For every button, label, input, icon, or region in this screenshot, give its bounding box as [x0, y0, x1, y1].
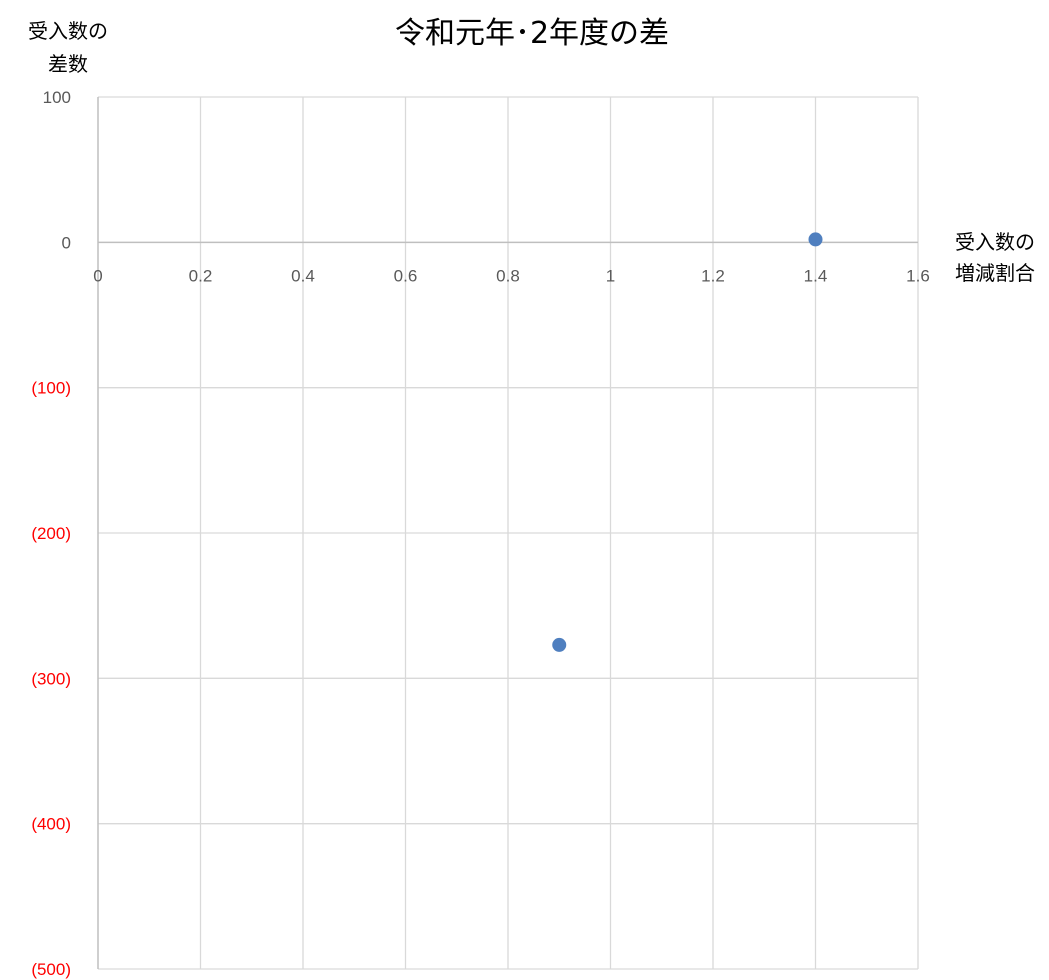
x-axis-title-line-2: 増減割合	[955, 261, 1035, 285]
data-point-0-1	[552, 637, 567, 652]
x-tick-label-8: 1.6	[906, 266, 930, 285]
y-tick-label-4: (300)	[31, 669, 71, 688]
x-tick-label-0: 0	[93, 266, 102, 285]
data-points	[552, 232, 823, 652]
axes	[97, 97, 918, 969]
x-axis-title-line-1: 受入数の	[955, 230, 1035, 254]
tick-labels: 0 0.2 0.4 0.6 0.8 1 1.2 1.4 1.6 100 0 (100) (200) (30…	[31, 88, 930, 979]
data-point-0-0	[808, 232, 823, 247]
x-tick-label-6: 1.2	[701, 266, 725, 285]
x-tick-label-2: 0.4	[291, 266, 315, 285]
y-tick-label-0: 100	[43, 88, 71, 107]
grid	[98, 96, 919, 970]
y-tick-label-2: (100)	[31, 379, 71, 398]
x-tick-label-3: 0.6	[394, 266, 418, 285]
y-tick-label-3: (200)	[31, 524, 71, 543]
y-axis-title-line-1: 受入数の	[28, 19, 108, 43]
x-tick-label-1: 0.2	[189, 266, 213, 285]
y-tick-label-1: 0	[62, 233, 71, 252]
y-tick-label-6: (500)	[31, 960, 71, 979]
y-tick-label-5: (400)	[31, 815, 71, 834]
x-tick-label-4: 0.8	[496, 266, 520, 285]
x-tick-label-7: 1.4	[804, 266, 828, 285]
x-tick-label-5: 1	[606, 266, 615, 285]
chart-title: 令和元年･2年度の差	[395, 16, 669, 51]
y-axis-title-line-2: 差数	[48, 52, 88, 76]
